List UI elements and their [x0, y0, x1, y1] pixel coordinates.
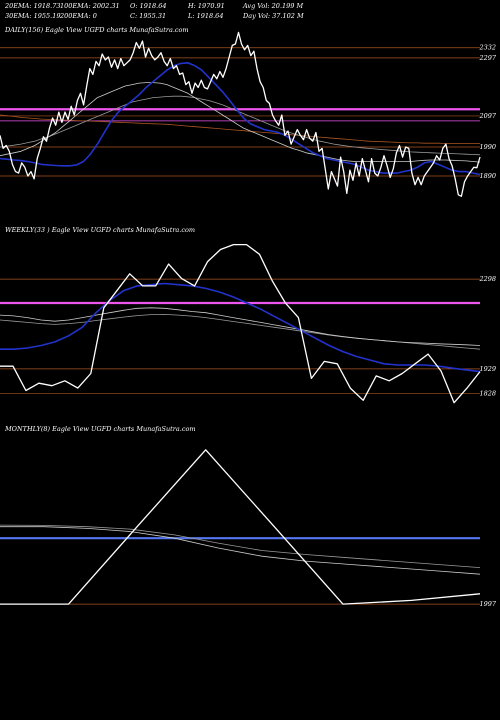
- header-low: L: 1918.64: [188, 12, 224, 20]
- monthly-series-ema_slower: [0, 524, 481, 568]
- daily-panel-title: DAILY(156) Eagle View UGFD charts Munafa…: [5, 26, 189, 34]
- weekly-price-label: 1929: [479, 365, 496, 373]
- header-row-1: 20EMA: 1918.73 100EMA: 2002.31 O: 1918.6…: [5, 2, 303, 10]
- monthly-series-ema_slow: [0, 526, 481, 575]
- daily-series-ema_slower: [0, 95, 481, 156]
- weekly-series-ema_slow: [0, 307, 481, 346]
- daily-price-label: 1890: [479, 172, 496, 180]
- header-dayvol: Day Vol: 37.102 M: [243, 12, 304, 20]
- daily-series-price: [0, 31, 481, 197]
- weekly-price-label: 1828: [479, 389, 496, 397]
- weekly-chart: 2298 1929 1828: [0, 243, 496, 404]
- weekly-price-label: 2298: [478, 275, 496, 283]
- header-ema100: 100EMA: 2002.31: [60, 2, 120, 10]
- daily-series-ema_100: [0, 114, 480, 144]
- header-row-2: 30EMA: 1955.19 200EMA: 0 C: 1955.31 L: 1…: [5, 12, 304, 20]
- header-ema200: 200EMA: 0: [60, 12, 97, 20]
- header-high: H: 1970.91: [188, 2, 225, 10]
- monthly-chart: 1997: [0, 449, 497, 608]
- daily-price-label: 2332: [478, 44, 496, 52]
- header-ema30: 30EMA: 1955.19: [5, 12, 61, 20]
- daily-price-label: 1990: [479, 143, 496, 151]
- daily-series-ema_fast: [0, 61, 481, 176]
- daily-price-label: 2097: [478, 112, 496, 120]
- monthly-series-price: [0, 449, 481, 605]
- monthly-price-label: 1997: [479, 600, 496, 608]
- header-close: C: 1955.31: [130, 12, 167, 20]
- weekly-panel-title: WEEKLY(33 ) Eagle View UGFD charts Munaf…: [5, 226, 196, 234]
- monthly-panel-title: MONTHLY(8) Eagle View UGFD charts Munafa…: [5, 425, 196, 433]
- weekly-series-price: [0, 243, 481, 404]
- daily-series-ema_slow: [0, 82, 481, 163]
- daily-price-label: 2297: [478, 54, 496, 62]
- daily-chart: 2332 2297 2097 1990 1890: [0, 31, 497, 197]
- header-ema20: 20EMA: 1918.73: [5, 2, 61, 10]
- header-avgvol: Avg Vol: 20.199 M: [243, 2, 304, 10]
- weekly-series-ema_fast: [0, 282, 481, 373]
- header-open: O: 1918.64: [130, 2, 167, 10]
